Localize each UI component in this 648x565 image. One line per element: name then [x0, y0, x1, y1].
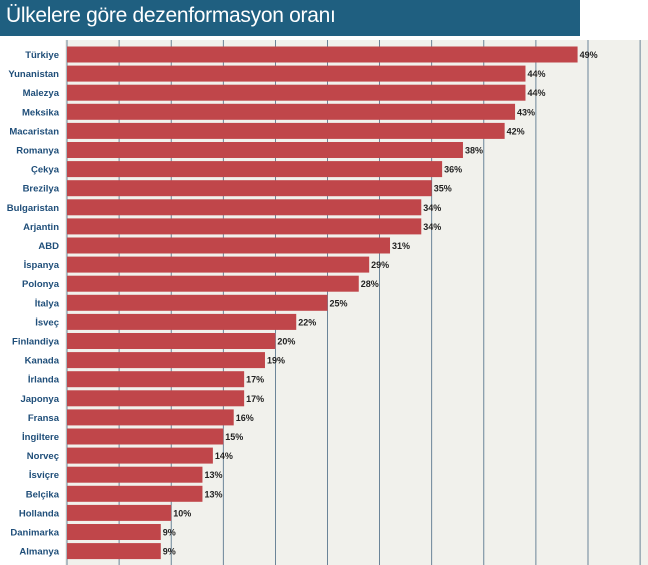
bar-10 — [67, 237, 391, 254]
category-label: Çekya — [31, 165, 60, 176]
value-label: 25% — [330, 298, 348, 308]
value-label: 10% — [173, 508, 191, 518]
category-label: Finlandiya — [12, 337, 60, 348]
value-label: 36% — [444, 165, 462, 175]
category-label: Macaristan — [9, 126, 59, 137]
bar-24 — [67, 504, 172, 521]
bar-12 — [67, 275, 359, 292]
category-label: Danimarka — [10, 528, 59, 539]
bar-6 — [67, 161, 443, 178]
value-label: 31% — [392, 241, 410, 251]
category-label: Belçika — [26, 489, 60, 500]
value-label: 44% — [527, 88, 545, 98]
category-label: Yunanistan — [8, 69, 59, 80]
value-label: 35% — [434, 184, 452, 194]
value-label: 44% — [527, 69, 545, 79]
bar-4 — [67, 122, 505, 139]
bar-0 — [67, 46, 578, 63]
bar-15 — [67, 333, 276, 349]
value-label: 20% — [277, 337, 295, 347]
bar-3 — [67, 103, 516, 120]
value-label: 17% — [246, 394, 264, 404]
bars — [67, 46, 578, 560]
bar-25 — [67, 524, 161, 540]
bar-8 — [67, 199, 422, 216]
value-label: 34% — [423, 203, 441, 213]
bar-20 — [67, 428, 224, 445]
category-label: İrlanda — [28, 375, 60, 386]
value-label: 13% — [204, 489, 222, 499]
category-label: Brezilya — [23, 184, 60, 195]
category-label: İngiltere — [22, 432, 59, 443]
bar-23 — [67, 485, 203, 502]
bar-1 — [67, 65, 526, 82]
category-label: Romanya — [16, 146, 59, 157]
category-label: Almanya — [19, 547, 59, 558]
category-label: İspanya — [24, 260, 60, 271]
category-label: Bulgaristan — [7, 203, 59, 214]
bar-16 — [67, 352, 265, 369]
bar-14 — [67, 313, 297, 330]
value-labels: 49% 44% 44% 43% 42% 38%36% 35% 34% 34% 31%29% 28% 2… — [163, 50, 598, 557]
bar-11 — [67, 256, 370, 273]
category-label: Norveç — [27, 451, 59, 462]
value-label: 15% — [225, 432, 243, 442]
value-label: 28% — [361, 279, 379, 289]
value-label: 9% — [163, 547, 176, 557]
title-bar: Ülkelere göre dezenformasyon oranı — [0, 0, 580, 36]
category-label: İtalya — [35, 298, 60, 309]
value-label: 49% — [580, 50, 598, 60]
value-label: 14% — [215, 451, 233, 461]
bar-22 — [67, 466, 203, 483]
chart-title: Ülkelere göre dezenformasyon oranı — [6, 4, 336, 27]
category-label: Hollanda — [19, 508, 60, 519]
category-label: Arjantin — [23, 222, 59, 233]
bar-26 — [67, 543, 161, 560]
value-label: 34% — [423, 222, 441, 232]
value-label: 22% — [298, 317, 316, 327]
category-label: ABD — [38, 241, 59, 252]
category-label: Fransa — [28, 413, 60, 424]
value-label: 13% — [204, 470, 222, 480]
value-label: 19% — [267, 356, 285, 366]
value-label: 17% — [246, 375, 264, 385]
category-labels: Türkiye Yunanistan Malezya Meksika Macarista… — [7, 50, 60, 558]
category-label: Polonya — [22, 279, 60, 290]
bar-19 — [67, 409, 234, 426]
value-label: 42% — [507, 126, 525, 136]
value-label: 43% — [517, 107, 535, 117]
bar-21 — [67, 447, 213, 464]
category-label: İsveç — [35, 317, 59, 328]
bar-2 — [67, 84, 526, 101]
category-label: Türkiye — [25, 50, 59, 61]
category-label: Kanada — [25, 356, 60, 367]
category-label: Japonya — [20, 394, 59, 405]
value-label: 38% — [465, 146, 483, 156]
bar-5 — [67, 142, 463, 158]
category-label: İsviçre — [29, 470, 59, 481]
value-label: 29% — [371, 260, 389, 270]
bar-18 — [67, 390, 245, 407]
bar-7 — [67, 180, 432, 197]
value-label: 16% — [236, 413, 254, 423]
category-label: Meksika — [22, 107, 60, 118]
bar-17 — [67, 371, 245, 388]
value-label: 9% — [163, 528, 176, 538]
bar-9 — [67, 218, 422, 235]
bar-13 — [67, 294, 328, 311]
category-label: Malezya — [23, 88, 60, 99]
